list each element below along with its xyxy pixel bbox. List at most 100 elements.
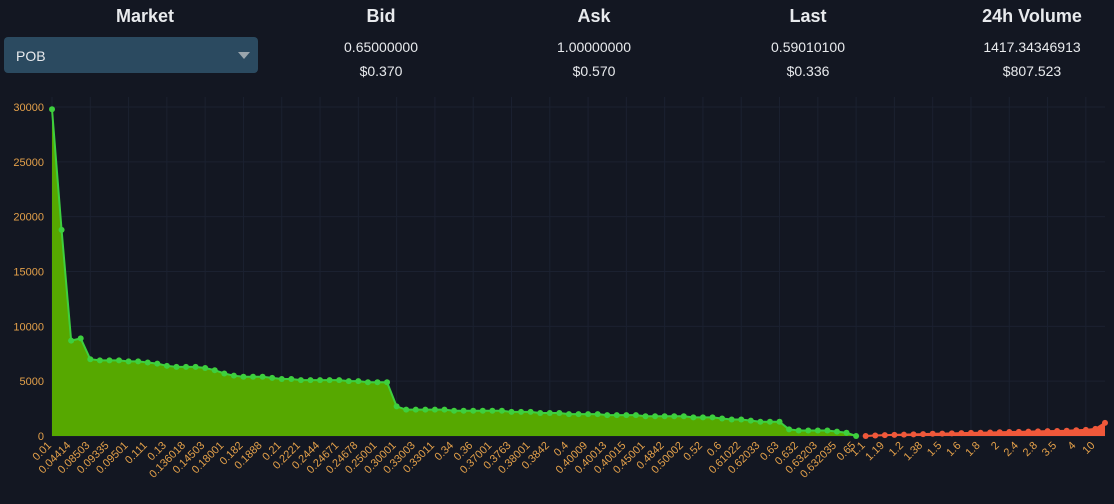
depth-point — [929, 430, 936, 437]
depth-point — [1025, 428, 1032, 435]
depth-point — [537, 409, 544, 416]
depth-point — [642, 413, 649, 420]
depth-point — [738, 416, 745, 423]
depth-point — [259, 373, 266, 380]
depth-point — [355, 378, 362, 385]
depth-point — [336, 377, 343, 384]
depth-point — [824, 427, 831, 434]
market-column: Market — [35, 6, 255, 30]
depth-point — [125, 358, 132, 365]
x-tick-label: 10 — [1080, 440, 1097, 457]
price: 0.65000000 — [344, 39, 418, 55]
depth-point — [575, 411, 582, 418]
depth-point — [872, 432, 879, 439]
depth-point — [546, 409, 553, 416]
y-tick-label: 20000 — [13, 212, 44, 224]
depth-point — [1073, 427, 1080, 434]
depth-point — [1006, 429, 1013, 436]
depth-point — [795, 427, 802, 434]
depth-point — [269, 374, 276, 381]
depth-point — [527, 408, 534, 415]
depth-point — [671, 413, 678, 420]
depth-point — [680, 413, 687, 420]
depth-point — [728, 416, 735, 423]
depth-point — [374, 379, 381, 386]
column-label: Last — [789, 6, 827, 26]
depth-point — [508, 408, 515, 415]
column-label: Market — [115, 6, 175, 26]
y-tick-label: 25000 — [13, 157, 44, 169]
x-tick-label: 1.38 — [902, 440, 926, 464]
depth-point — [958, 430, 965, 437]
depth-point — [1044, 428, 1051, 435]
depth-point — [690, 414, 697, 421]
depth-point — [987, 429, 994, 436]
column-label: Bid — [366, 6, 396, 26]
depth-point — [747, 417, 754, 424]
depth-point — [240, 373, 247, 380]
x-tick-label: 3.5 — [1040, 440, 1059, 459]
depth-point — [297, 377, 304, 384]
depth-point — [221, 370, 228, 377]
depth-point — [288, 375, 295, 382]
market-select[interactable]: POB — [4, 37, 258, 73]
depth-point — [144, 359, 151, 366]
depth-point — [202, 365, 209, 372]
depth-point — [719, 415, 726, 422]
y-tick-label: 0 — [38, 431, 44, 443]
depth-point — [910, 431, 917, 438]
depth-point — [498, 407, 505, 414]
depth-point — [364, 379, 371, 386]
x-tick-label: 2.4 — [1002, 440, 1021, 459]
select-value: POB — [16, 48, 46, 64]
x-tick-label: 0.52 — [681, 440, 705, 464]
depth-point — [948, 430, 955, 437]
depth-point — [862, 433, 869, 439]
depth-point — [317, 377, 324, 384]
depth-point — [230, 372, 237, 379]
y-tick-label: 10000 — [13, 321, 44, 333]
depth-point — [307, 377, 314, 384]
depth-point — [460, 407, 467, 414]
depth-point — [757, 418, 764, 425]
usd-price: $0.370 — [359, 63, 403, 79]
depth-point — [422, 406, 429, 413]
depth-point — [1082, 426, 1089, 433]
y-tick-label: 5000 — [20, 376, 44, 388]
depth-point — [585, 411, 592, 418]
depth-point — [1092, 425, 1099, 432]
depth-point — [891, 431, 898, 438]
depth-point — [623, 412, 630, 419]
depth-point — [77, 335, 84, 342]
depth-point — [163, 362, 170, 369]
depth-point — [211, 367, 218, 374]
depth-point — [68, 337, 75, 344]
ask-column: Ask 1.00000000 $0.570 — [484, 6, 704, 79]
depth-point — [977, 429, 984, 436]
depth-point — [192, 363, 199, 370]
column-label: Ask — [577, 6, 611, 26]
depth-point — [96, 357, 103, 364]
depth-point — [326, 377, 333, 384]
x-tick-label: 1.19 — [863, 440, 887, 464]
volume: 1417.34346913 — [983, 39, 1081, 55]
depth-point — [250, 373, 257, 380]
depth-point — [49, 106, 55, 113]
depth-point — [939, 430, 946, 437]
depth-point — [345, 378, 352, 385]
depth-point — [814, 427, 821, 434]
depth-point — [843, 429, 850, 436]
depth-point — [135, 358, 142, 365]
depth-point — [699, 414, 706, 421]
usd-price: $0.336 — [786, 63, 830, 79]
depth-point — [594, 411, 601, 418]
depth-point — [479, 407, 486, 414]
column-label: 24h Volume — [982, 6, 1082, 26]
depth-point — [278, 375, 285, 382]
depth-point — [661, 413, 668, 420]
depth-point — [403, 406, 410, 413]
depth-point — [556, 409, 563, 416]
depth-point — [967, 429, 974, 436]
depth-point — [920, 431, 927, 438]
